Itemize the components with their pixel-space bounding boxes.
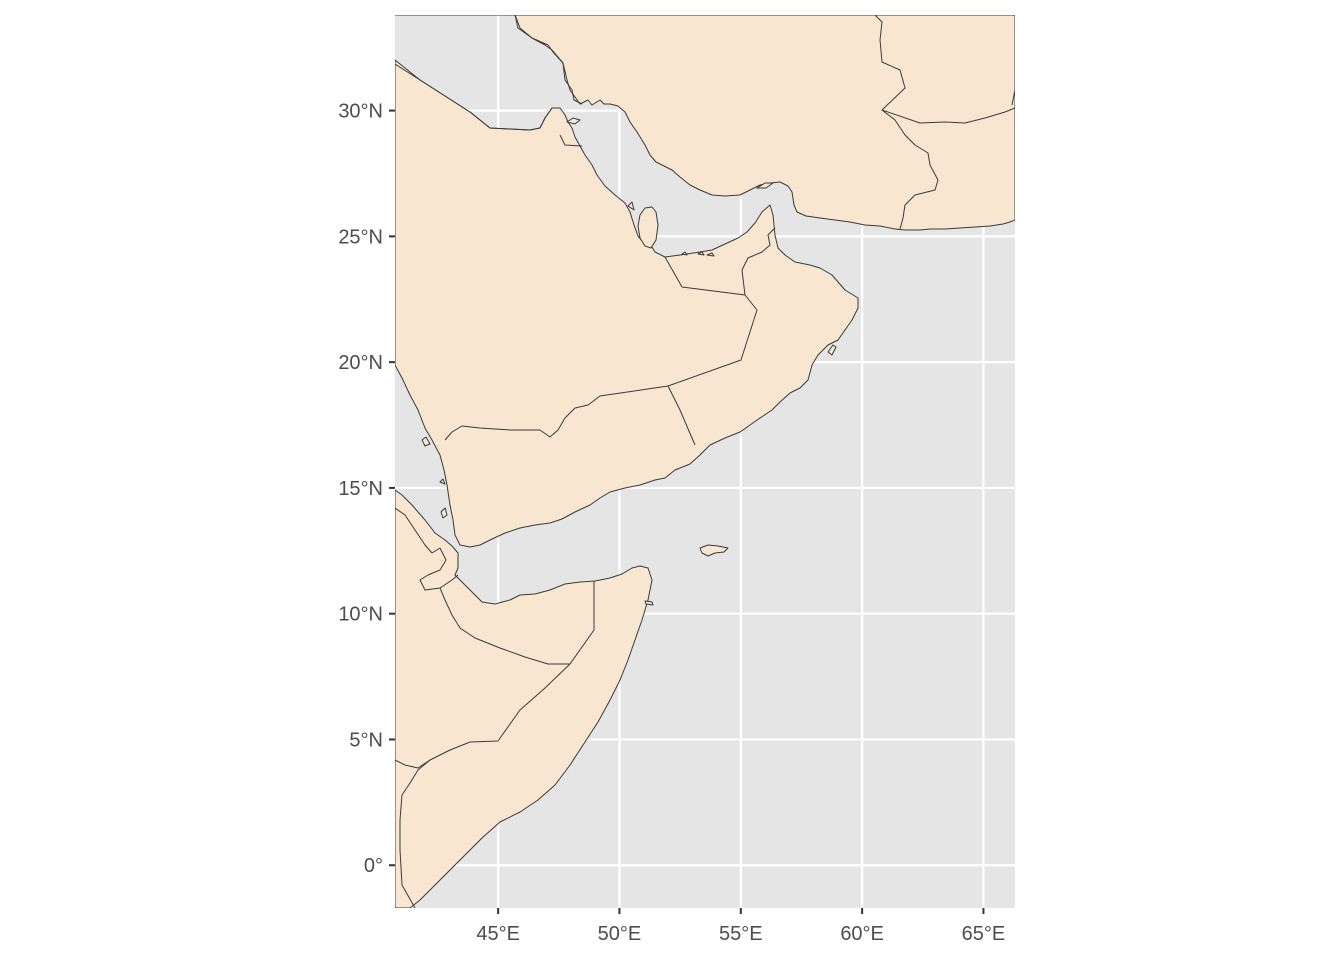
border-iraq-iran	[514, 15, 583, 105]
y-axis: 0° 5°N 10°N 15°N 20°N 25°N 30°N	[338, 101, 395, 877]
y-tick-label: 10°N	[338, 604, 383, 626]
x-axis: 45°E 50°E 55°E 60°E 65°E	[476, 908, 1005, 945]
y-tick-label: 20°N	[338, 352, 383, 374]
land-areas	[395, 15, 1015, 908]
x-tick-label: 50°E	[598, 923, 642, 945]
border-djibouti	[419, 547, 459, 591]
border-saudi-oman	[667, 309, 758, 387]
border-yemen-oman	[667, 385, 696, 446]
x-tick-label: 55°E	[719, 923, 763, 945]
border-somaliland-ethiopia	[439, 587, 570, 665]
border-saudi-yemen	[444, 385, 669, 441]
y-tick-label: 25°N	[338, 226, 383, 248]
y-tick-label: 30°N	[338, 101, 383, 123]
border-iraq-saudi	[395, 63, 541, 131]
border-iran-afghanistan	[874, 15, 939, 230]
border-kenya-somalia	[399, 759, 431, 908]
land-qatar	[637, 206, 659, 249]
border-afghanistan-pakistan	[881, 89, 1015, 124]
x-tick-label: 45°E	[476, 923, 520, 945]
land-horn-of-africa	[395, 489, 653, 908]
land-islands	[421, 117, 837, 606]
x-tick-label: 65°E	[962, 923, 1006, 945]
y-tick-label: 0°	[364, 855, 383, 877]
border-saudi-uae	[664, 256, 758, 311]
border-uae-oman	[741, 227, 776, 296]
x-tick-label: 60°E	[840, 923, 884, 945]
y-tick-label: 5°N	[349, 729, 383, 751]
land-arabia-iran	[395, 15, 1015, 231]
border-somaliland-puntland	[569, 581, 595, 665]
border-ethiopia-somalia	[395, 663, 571, 769]
land-arabian-peninsula	[395, 59, 859, 548]
y-tick-label: 15°N	[338, 478, 383, 500]
country-borders	[395, 15, 1015, 908]
border-eritrea-ethiopia	[395, 507, 433, 554]
land-socotra	[699, 544, 729, 557]
border-kuwait	[539, 107, 583, 147]
